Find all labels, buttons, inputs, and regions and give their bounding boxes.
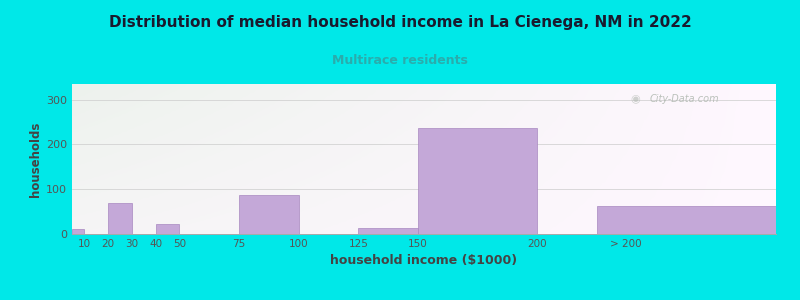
Bar	[597, 206, 776, 234]
Text: ◉: ◉	[630, 94, 640, 104]
Bar	[108, 203, 132, 234]
X-axis label: household income ($1000): household income ($1000)	[330, 254, 518, 267]
Text: Multirace residents: Multirace residents	[332, 54, 468, 67]
Bar	[72, 229, 84, 234]
Bar	[155, 224, 179, 234]
Bar	[418, 128, 538, 234]
Y-axis label: households: households	[29, 121, 42, 197]
Bar	[358, 228, 418, 234]
Text: City-Data.com: City-Data.com	[650, 94, 719, 104]
Bar	[239, 195, 298, 234]
Text: Distribution of median household income in La Cienega, NM in 2022: Distribution of median household income …	[109, 15, 691, 30]
